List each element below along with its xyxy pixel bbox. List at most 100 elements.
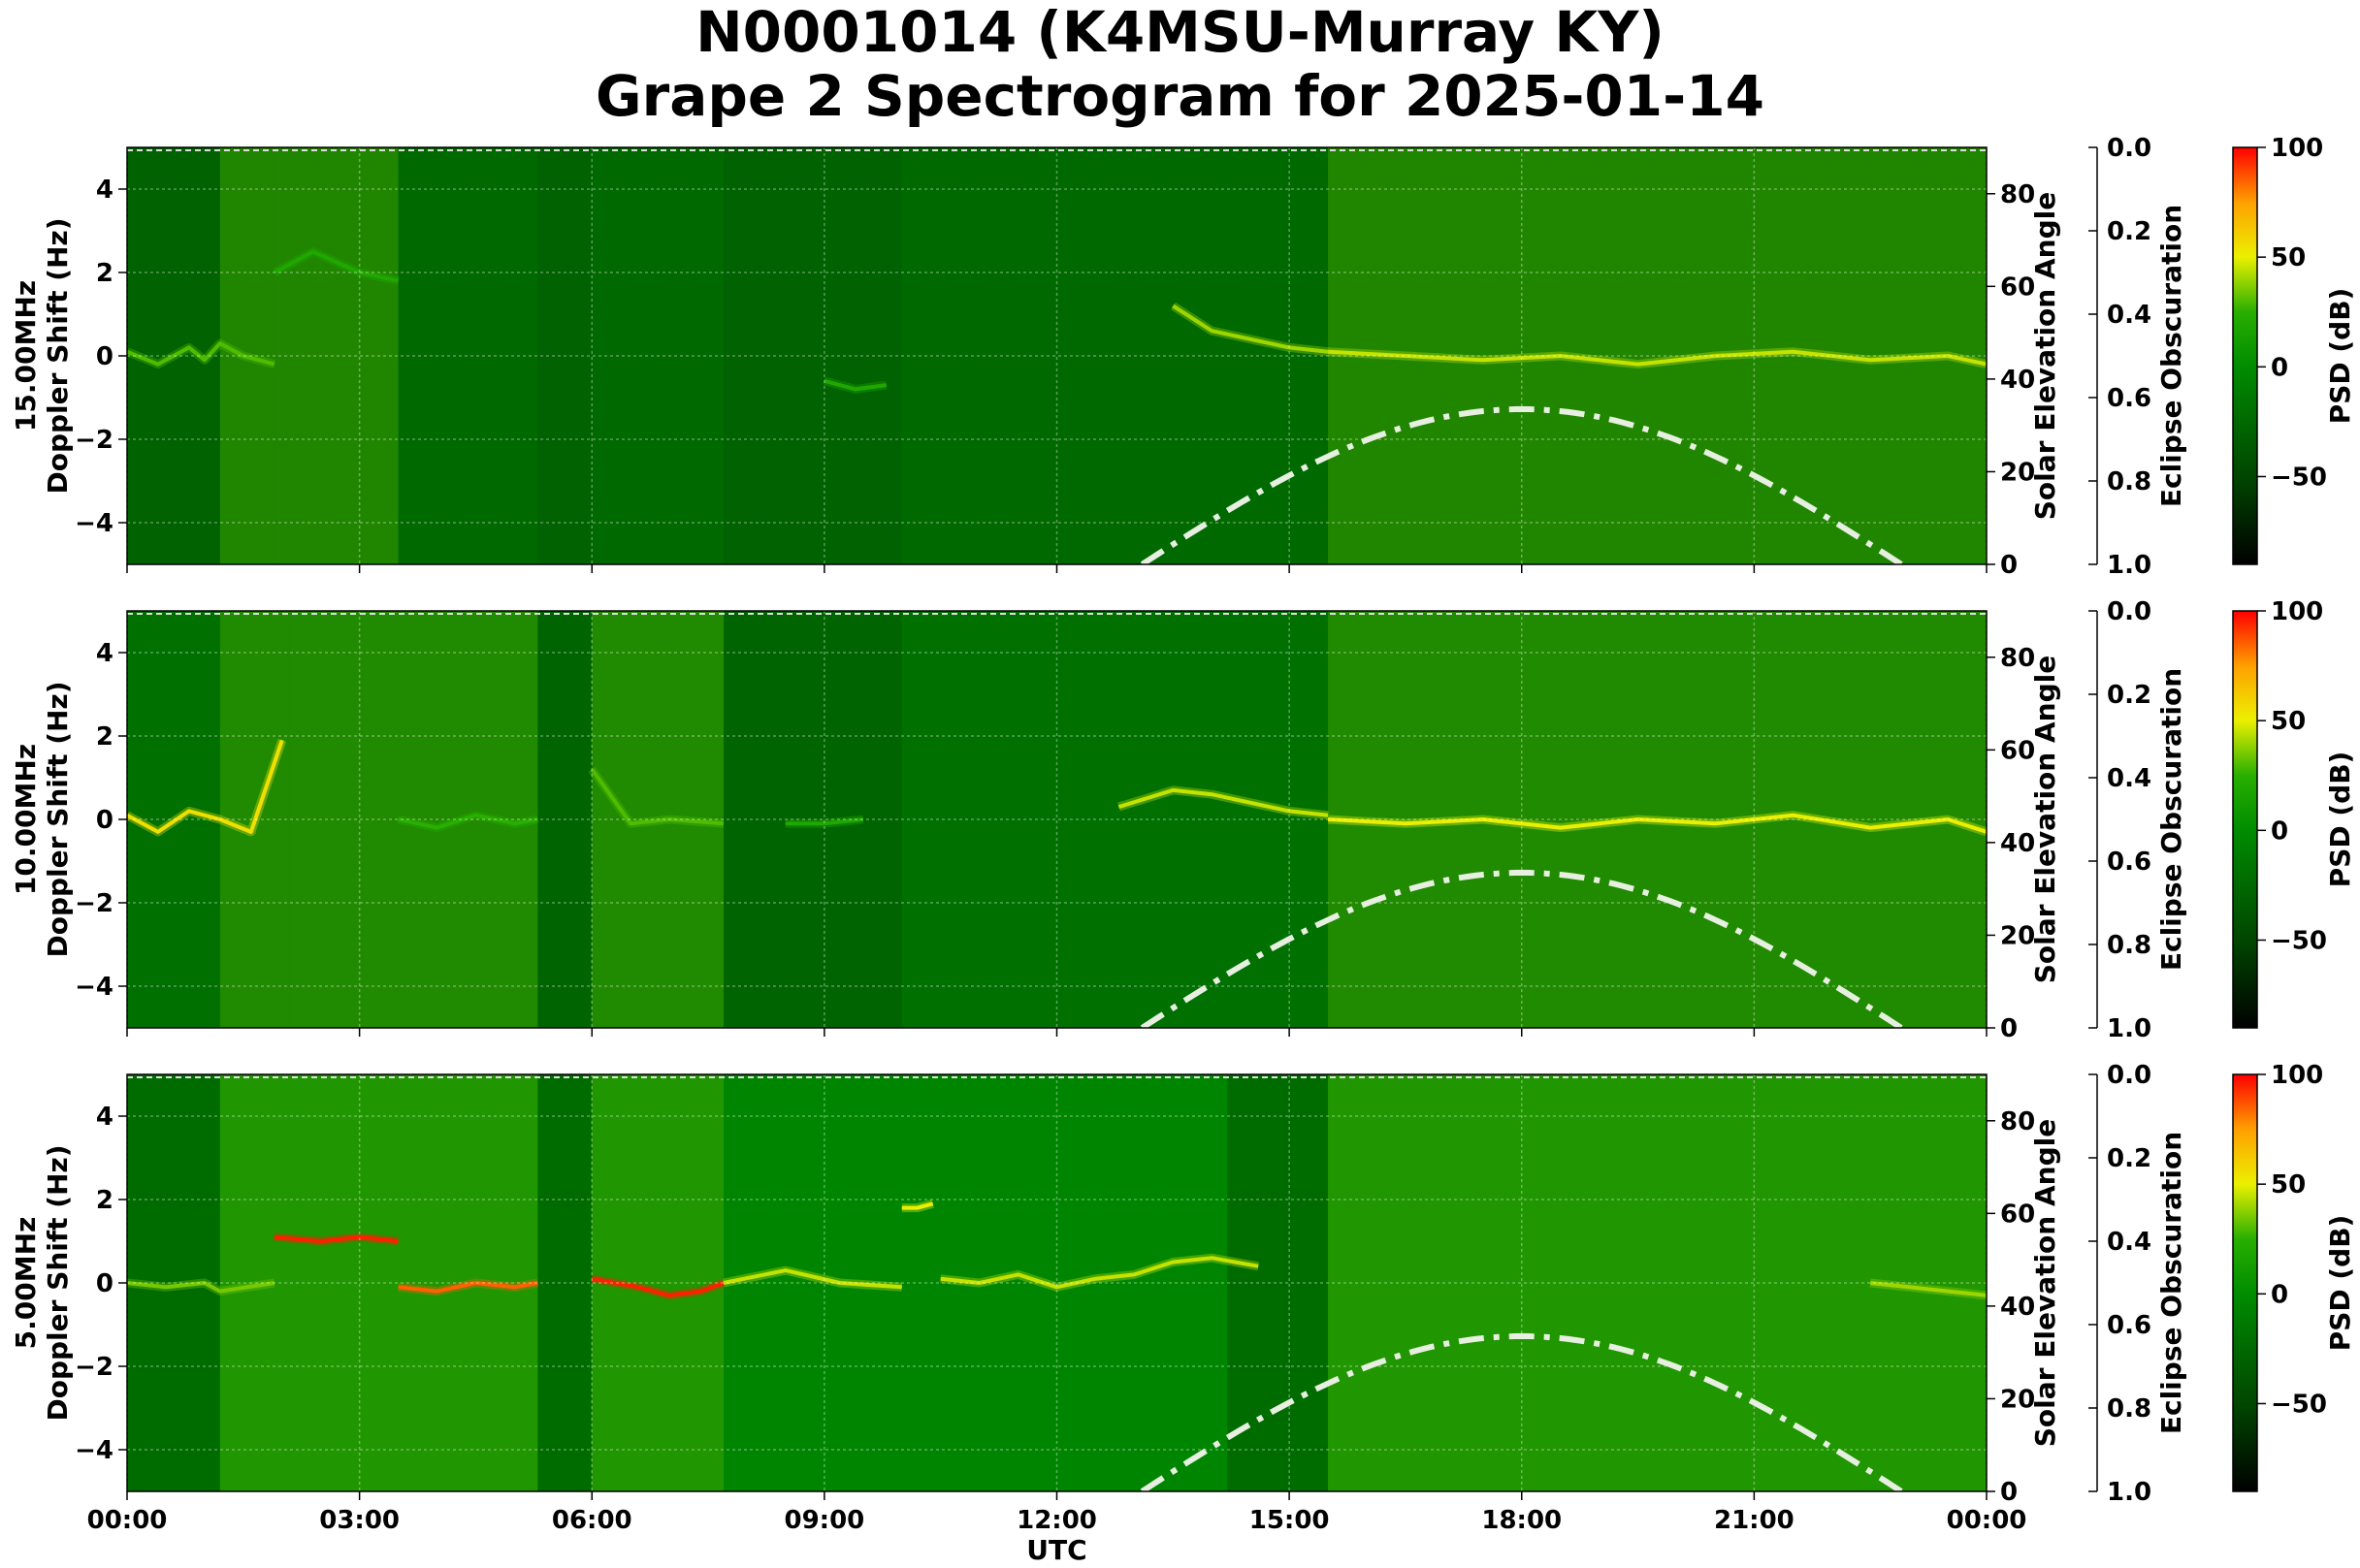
solar-elevation-axis-label: Solar Elevation Angle <box>2029 192 2061 520</box>
figure-title-block: N0001014 (K4MSU-Murray KY) Grape 2 Spect… <box>0 0 2360 128</box>
frequency-label: 15.00MHz <box>10 280 42 432</box>
eclipse-tick-label: 0.0 <box>2107 597 2151 626</box>
frequency-label: 5.00MHz <box>10 1217 42 1350</box>
x-tick-label: 09:00 <box>784 1506 864 1535</box>
eclipse-tick-label: 0.6 <box>2107 1311 2151 1340</box>
eclipse-tick-label: 0.2 <box>2107 681 2151 710</box>
high-power-band <box>289 611 399 1028</box>
colorbar-tick-label: −50 <box>2271 463 2327 492</box>
right-tick-label: 80 <box>2000 644 2035 673</box>
right-tick-label: 60 <box>2000 736 2035 765</box>
eclipse-tick-label: 0.4 <box>2107 301 2151 330</box>
eclipse-tick-label: 0.8 <box>2107 931 2151 960</box>
right-tick-label: 20 <box>2000 1385 2035 1414</box>
x-tick-label: 06:00 <box>552 1506 632 1535</box>
eclipse-tick-label: 0.0 <box>2107 134 2151 163</box>
doppler-trace <box>723 1268 902 1290</box>
right-tick-label: 0 <box>2000 1014 2018 1043</box>
y-tick-label: 0 <box>96 806 113 835</box>
colorbar-tick-label: 100 <box>2271 134 2323 163</box>
right-tick-label: 40 <box>2000 1293 2035 1322</box>
y-tick-label: 4 <box>96 1103 113 1132</box>
solar-elevation-axis-label: Solar Elevation Angle <box>2029 656 2061 983</box>
y-tick-label: 0 <box>96 342 113 371</box>
doppler-trace <box>1327 349 1987 367</box>
eclipse-tick-label: 0.2 <box>2107 1144 2151 1173</box>
y-tick-label: 4 <box>96 176 113 205</box>
y-tick-label: −2 <box>75 889 113 918</box>
low-power-band <box>724 147 902 564</box>
doppler-trace <box>274 1234 399 1243</box>
doppler-trace <box>590 768 725 826</box>
y-tick-label: −4 <box>75 509 113 538</box>
y-tick-label: 0 <box>96 1269 113 1298</box>
eclipse-tick-label: 1.0 <box>2107 1014 2151 1043</box>
solar-elevation-axis-label: Solar Elevation Angle <box>2029 1119 2061 1447</box>
doppler-trace <box>1869 1281 1987 1297</box>
eclipse-tick-label: 1.0 <box>2107 551 2151 580</box>
colorbar-tick-label: 0 <box>2271 816 2288 846</box>
right-tick-label: 0 <box>2000 1478 2018 1507</box>
x-tick-label: 15:00 <box>1249 1506 1330 1535</box>
figure-title: N0001014 (K4MSU-Murray KY) <box>695 0 1665 65</box>
doppler-trace <box>940 1256 1259 1290</box>
low-power-band <box>537 1074 593 1491</box>
right-tick-label: 20 <box>2000 921 2035 950</box>
x-tick-label: 00:00 <box>87 1506 168 1535</box>
colorbar-tick-label: 100 <box>2271 1061 2323 1090</box>
colorbar-tick-label: 50 <box>2271 1170 2306 1200</box>
y-tick-label: −4 <box>75 1436 113 1465</box>
x-tick-label: 18:00 <box>1481 1506 1562 1535</box>
eclipse-tick-label: 0.6 <box>2107 848 2151 877</box>
right-tick-label: 0 <box>2000 551 2018 580</box>
colorbar-tick-label: 50 <box>2271 707 2306 736</box>
x-tick-label: 21:00 <box>1714 1506 1794 1535</box>
panel-3: −4 −2 0 2 4 5.00MHz Doppler Shift (Hz) 0 20 40 60 8… <box>10 1061 2356 1566</box>
doppler-trace <box>398 1281 538 1294</box>
eclipse-tick-label: 0.8 <box>2107 1394 2151 1424</box>
colorbar-tick-label: 0 <box>2271 1280 2288 1309</box>
doppler-trace <box>824 378 888 392</box>
colorbar <box>2232 1073 2258 1492</box>
right-tick-label: 80 <box>2000 1107 2035 1136</box>
right-tick-label: 60 <box>2000 272 2035 302</box>
eclipse-axis-label: Eclipse Obscuration <box>2155 1132 2187 1434</box>
colorbar-tick-label: 100 <box>2271 597 2323 626</box>
high-power-band <box>274 147 399 564</box>
x-tick-label: 00:00 <box>1947 1506 2027 1535</box>
right-tick-label: 40 <box>2000 366 2035 395</box>
doppler-trace <box>1172 304 1329 354</box>
panel-1: −4 −2 0 2 4 15.00MHz Doppler Shift (Hz) 0 20 40 60… <box>10 134 2356 580</box>
right-tick-label: 40 <box>2000 829 2035 858</box>
x-axis-label: UTC <box>1026 1534 1086 1564</box>
eclipse-tick-label: 0.4 <box>2107 764 2151 793</box>
eclipse-tick-label: 1.0 <box>2107 1478 2151 1507</box>
y-tick-label: −2 <box>75 426 113 455</box>
low-power-band <box>1227 1074 1329 1491</box>
spectrogram-background <box>127 1074 1987 1491</box>
doppler-trace <box>127 1281 275 1294</box>
x-tick-label: 03:00 <box>319 1506 400 1535</box>
y-tick-label: 2 <box>96 722 113 752</box>
right-tick-label: 60 <box>2000 1200 2035 1229</box>
colorbar-tick-label: 0 <box>2271 353 2288 382</box>
doppler-trace <box>127 341 275 367</box>
spectrogram-plot-area <box>127 147 1987 564</box>
colorbar-tick-label: −50 <box>2271 1390 2327 1419</box>
colorbar-label: PSD (dB) <box>2324 752 2356 888</box>
panel-2: −4 −2 0 2 4 10.00MHz Doppler Shift (Hz) 0 20 40 60… <box>10 597 2356 1043</box>
solar-elevation-curve <box>1140 1332 1903 1491</box>
frequency-label: 10.00MHz <box>10 744 42 895</box>
doppler-trace <box>901 1201 934 1210</box>
spectrogram-background <box>127 611 1987 1028</box>
doppler-trace <box>273 249 400 283</box>
colorbar-label: PSD (dB) <box>2324 288 2356 425</box>
low-power-band <box>537 611 593 1028</box>
doppler-trace <box>1327 813 1987 834</box>
right-tick-label: 80 <box>2000 180 2035 209</box>
colorbar-tick-label: −50 <box>2271 926 2327 955</box>
eclipse-tick-label: 0.2 <box>2107 217 2151 246</box>
low-power-band <box>537 147 593 564</box>
